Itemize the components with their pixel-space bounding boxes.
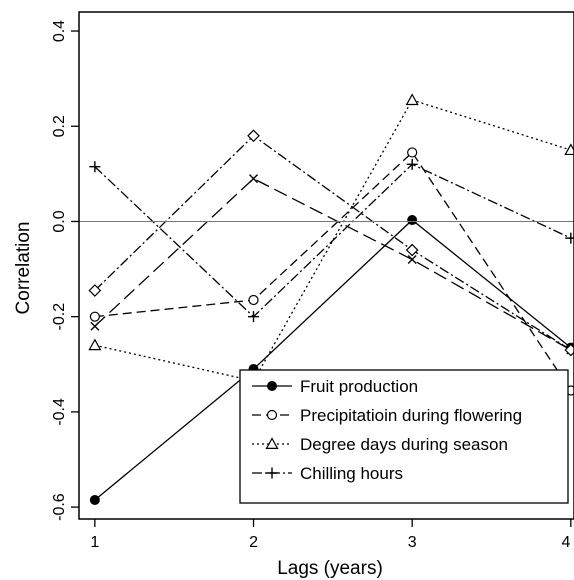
legend-box bbox=[239, 369, 569, 504]
y-tick-label: 0.0 bbox=[51, 210, 68, 232]
series-layer bbox=[88, 93, 574, 505]
data-point bbox=[89, 161, 101, 173]
data-point bbox=[89, 311, 100, 322]
legend-entry: Fruit production bbox=[252, 377, 418, 396]
data-point bbox=[405, 93, 419, 106]
data-point bbox=[407, 215, 418, 226]
legend: Fruit production Precipitatioin during fl… bbox=[239, 369, 569, 504]
legend-marker bbox=[267, 381, 277, 391]
data-point bbox=[249, 174, 259, 184]
data-point bbox=[88, 284, 102, 297]
legend-entry: Degree days during season bbox=[252, 435, 508, 454]
data-point bbox=[565, 232, 574, 244]
data-point bbox=[407, 147, 418, 158]
x-tick-label: 1 bbox=[90, 534, 99, 551]
series-line bbox=[94, 151, 572, 391]
series-line bbox=[94, 163, 572, 318]
legend-label: Chilling hours bbox=[300, 464, 403, 483]
x-tick-label: 4 bbox=[562, 534, 571, 551]
y-axis-label: Correlation bbox=[13, 222, 34, 315]
legend-marker bbox=[266, 467, 278, 479]
series-line bbox=[94, 177, 572, 351]
series-6 bbox=[88, 129, 574, 357]
data-point bbox=[89, 494, 100, 505]
data-point bbox=[406, 158, 418, 170]
legend-marker bbox=[266, 409, 278, 421]
series-4 bbox=[89, 158, 574, 323]
legend-label: Fruit production bbox=[300, 377, 418, 396]
y-tick-label: -0.4 bbox=[51, 398, 68, 426]
data-point bbox=[247, 129, 260, 143]
legend-marker bbox=[265, 437, 279, 449]
y-tick-label: -0.2 bbox=[51, 303, 68, 331]
series-line bbox=[94, 99, 572, 382]
data-point bbox=[405, 243, 419, 257]
data-point bbox=[248, 311, 260, 323]
legend-label: Degree days during season bbox=[300, 435, 508, 454]
data-point bbox=[248, 294, 259, 306]
y-tick-label: -0.6 bbox=[51, 493, 68, 521]
y-tick-label: 0.4 bbox=[51, 20, 68, 42]
x-axis-label: Lags (years) bbox=[277, 558, 383, 579]
series-2 bbox=[89, 147, 574, 396]
data-point bbox=[564, 343, 574, 357]
plot-frame bbox=[78, 11, 574, 520]
legend-entry: Precipitatioin during flowering bbox=[252, 406, 522, 425]
legend-label: Precipitatioin during flowering bbox=[300, 406, 522, 425]
data-point bbox=[88, 338, 102, 351]
x-tick-label: 3 bbox=[408, 534, 417, 551]
x-tick-label: 2 bbox=[249, 534, 258, 551]
legend-entry: Chilling hours bbox=[252, 464, 403, 483]
series-line bbox=[94, 134, 572, 351]
axes-layer: 1 2 3 4 -0.6 -0.4 -0.2 0.0 0.2 0.4 bbox=[51, 11, 574, 551]
series-line bbox=[94, 219, 572, 501]
data-point bbox=[90, 321, 100, 331]
data-point bbox=[407, 255, 417, 265]
y-tick-label: 0.2 bbox=[51, 115, 68, 137]
